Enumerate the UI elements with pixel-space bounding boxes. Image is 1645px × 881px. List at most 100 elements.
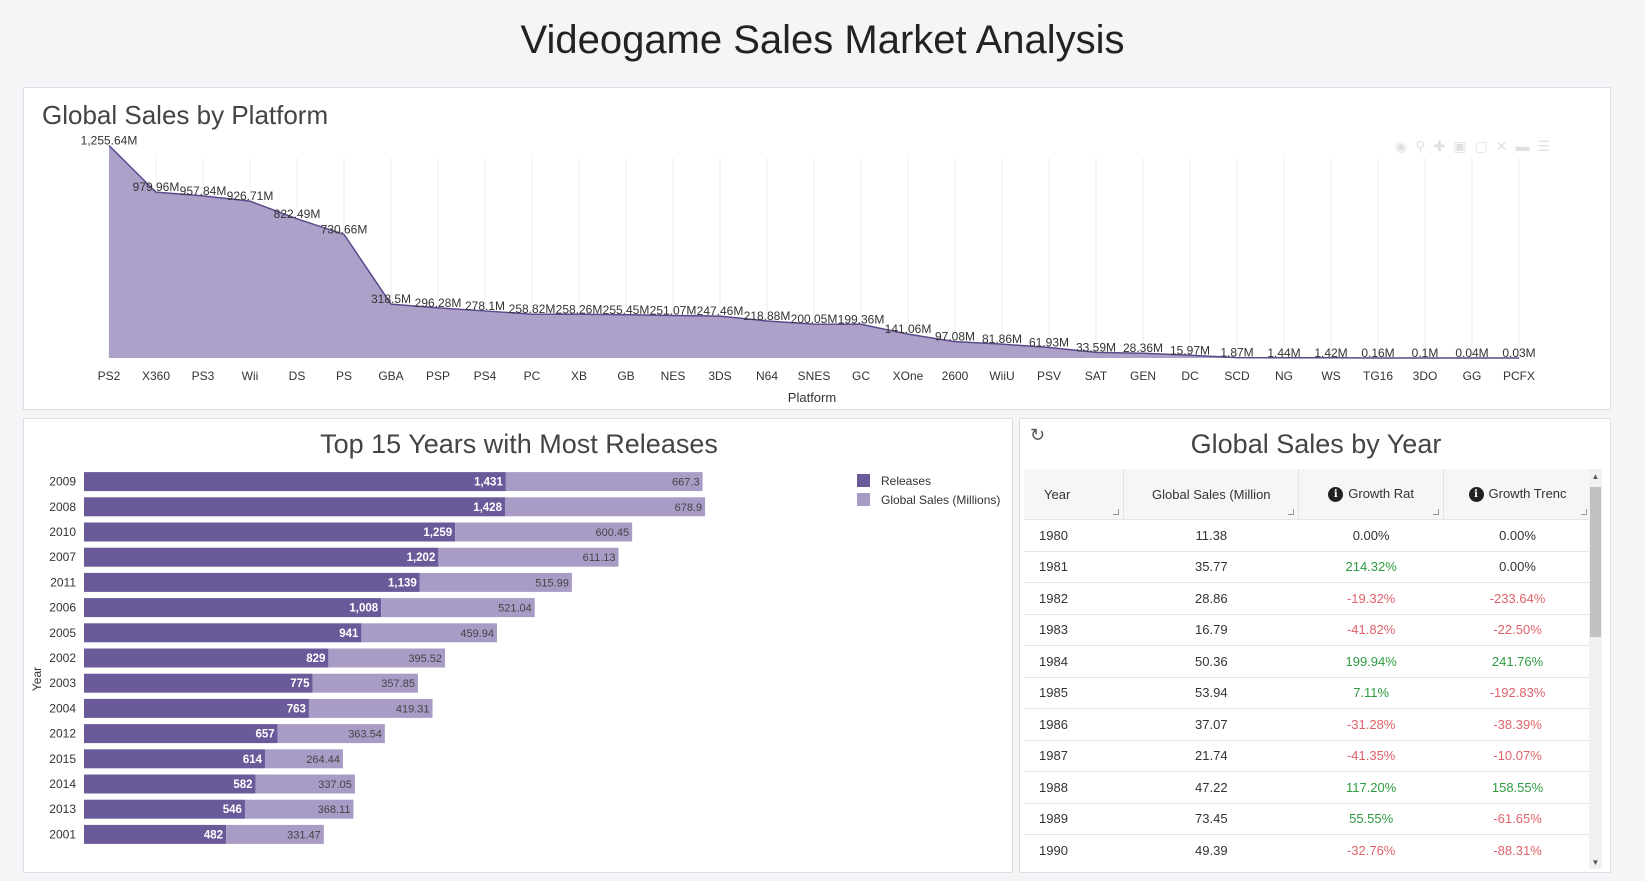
bar-label-releases: 1,008 bbox=[349, 603, 378, 615]
column-header-global-sales[interactable]: Global Sales (Million bbox=[1123, 469, 1300, 520]
camera-icon[interactable]: ◉ bbox=[1395, 138, 1408, 154]
resize-handle[interactable] bbox=[1113, 509, 1120, 515]
table-scrollbar[interactable]: ▲ ▼ bbox=[1589, 469, 1602, 869]
bar-label-global-sales: 419.31 bbox=[396, 703, 430, 715]
cell-global-sales: 53.94 bbox=[1123, 676, 1299, 709]
series-line bbox=[108, 144, 1520, 359]
bar-global-sales bbox=[419, 572, 572, 592]
data-label: 15.97M bbox=[1170, 343, 1210, 357]
data-label: 0.04M bbox=[1455, 346, 1488, 360]
data-label: 81.86M bbox=[982, 332, 1022, 346]
bar-releases bbox=[84, 673, 313, 693]
cell-global-sales: 21.74 bbox=[1123, 739, 1299, 772]
cell-growth-rate: -32.76% bbox=[1298, 834, 1444, 866]
x-tick-label: DC bbox=[1181, 369, 1199, 383]
info-icon[interactable]: i bbox=[1328, 487, 1344, 502]
x-tick-label: DS bbox=[289, 369, 306, 383]
cell-growth-trend: 241.76% bbox=[1443, 645, 1592, 677]
x-tick-label: PCFX bbox=[1503, 369, 1535, 383]
zoom-out-icon[interactable]: ▢ bbox=[1474, 138, 1488, 154]
x-tick-label: PSV bbox=[1037, 369, 1061, 383]
cell-growth-trend: 0.00% bbox=[1443, 550, 1592, 583]
cell-global-sales: 16.79 bbox=[1123, 613, 1299, 646]
x-tick-label: GG bbox=[1463, 369, 1482, 383]
bar-label-global-sales: 357.85 bbox=[381, 678, 415, 690]
scroll-up-icon[interactable]: ▲ bbox=[1591, 472, 1600, 481]
cell-year: 1980 bbox=[1024, 519, 1124, 551]
bar-global-sales bbox=[328, 648, 445, 668]
table-row[interactable]: 1988 47.22 117.20% 158.55% bbox=[1024, 771, 1592, 803]
table-row[interactable]: 1980 11.38 0.00% 0.00% bbox=[1024, 519, 1592, 551]
data-label: 979.96M bbox=[133, 180, 180, 194]
compare-icon[interactable]: ☰ bbox=[1537, 138, 1550, 154]
table-row[interactable]: 1982 28.86 -19.32% -233.64% bbox=[1024, 582, 1592, 614]
cell-growth-rate: -41.35% bbox=[1298, 739, 1444, 772]
resize-handle[interactable] bbox=[1433, 509, 1440, 515]
bar-releases bbox=[84, 698, 309, 718]
column-header-year[interactable]: Year bbox=[1024, 469, 1125, 520]
cell-year: 1988 bbox=[1024, 771, 1124, 803]
column-header-growth-trend[interactable]: i Growth Trenc bbox=[1443, 469, 1592, 520]
sales-table-container: Year Global Sales (Million i Growth Rat i… bbox=[1024, 469, 1592, 872]
table-row[interactable]: 1985 53.94 7.11% -192.83% bbox=[1024, 676, 1592, 709]
x-tick-label: GEN bbox=[1130, 369, 1156, 383]
cell-growth-rate: 55.55% bbox=[1298, 802, 1444, 835]
data-label: 258.26M bbox=[556, 302, 603, 316]
data-label: 28.36M bbox=[1123, 341, 1163, 355]
cell-global-sales: 11.38 bbox=[1123, 519, 1299, 551]
scroll-down-icon[interactable]: ▼ bbox=[1591, 858, 1600, 867]
y-axis-title: Year bbox=[30, 667, 44, 691]
table-row[interactable]: 1990 49.39 -32.76% -88.31% bbox=[1024, 834, 1592, 866]
cell-global-sales: 28.86 bbox=[1123, 582, 1299, 614]
y-tick-label: 2008 bbox=[49, 500, 76, 514]
chart-toolbar: ◉ ⚲ ✚ ▣ ▢ ✕ ▬ ☰ bbox=[1395, 138, 1550, 155]
cell-growth-rate: -31.28% bbox=[1298, 708, 1444, 740]
bar-global-sales bbox=[265, 749, 343, 769]
data-label: 318.5M bbox=[371, 292, 411, 306]
refresh-icon[interactable]: ↻ bbox=[1030, 425, 1046, 445]
bar-label-global-sales: 515.99 bbox=[535, 577, 569, 589]
resize-handle[interactable] bbox=[1288, 509, 1295, 515]
bar-label-releases: 546 bbox=[223, 804, 242, 816]
bar-global-sales bbox=[361, 623, 497, 643]
data-label: 97.08M bbox=[935, 330, 975, 344]
scrollbar-thumb[interactable] bbox=[1590, 487, 1601, 637]
sales-table: Year Global Sales (Million i Growth Rat i… bbox=[1024, 469, 1592, 866]
table-row[interactable]: 1987 21.74 -41.35% -10.07% bbox=[1024, 739, 1592, 772]
spike-icon[interactable]: ▬ bbox=[1515, 138, 1530, 154]
bar-label-global-sales: 459.94 bbox=[460, 628, 494, 640]
column-header-growth-rate[interactable]: i Growth Rat bbox=[1298, 469, 1445, 520]
zoom-icon[interactable]: ⚲ bbox=[1415, 138, 1426, 154]
info-icon[interactable]: i bbox=[1468, 487, 1484, 502]
y-tick-label: 2005 bbox=[49, 626, 76, 640]
page-title: Videogame Sales Market Analysis bbox=[520, 18, 1125, 62]
table-row[interactable]: 1989 73.45 55.55% -61.65% bbox=[1024, 802, 1592, 835]
bar-releases bbox=[84, 598, 382, 618]
bar-global-sales bbox=[244, 799, 354, 819]
data-label: 199.36M bbox=[838, 312, 885, 326]
reset-icon[interactable]: ✕ bbox=[1495, 138, 1508, 154]
bar-label-global-sales: 521.04 bbox=[498, 603, 532, 615]
bar-label-global-sales: 678.9 bbox=[675, 502, 703, 514]
pan-icon[interactable]: ✚ bbox=[1433, 138, 1446, 154]
cell-year: 1985 bbox=[1024, 676, 1124, 709]
table-row[interactable]: 1984 50.36 199.94% 241.76% bbox=[1024, 645, 1592, 677]
cell-growth-trend: -192.83% bbox=[1443, 676, 1592, 709]
x-axis-title: Platform bbox=[788, 390, 836, 405]
years-bar-chart: 2009 1,431 667.3 2008 1,428 678.9 2010 1,259 600… bbox=[30, 472, 1000, 844]
cell-growth-rate: 7.11% bbox=[1298, 676, 1444, 709]
data-label: 61.93M bbox=[1029, 336, 1069, 350]
zoom-in-icon[interactable]: ▣ bbox=[1453, 138, 1467, 154]
table-row[interactable]: 1983 16.79 -41.82% -22.50% bbox=[1024, 613, 1592, 646]
legend-swatch-global-sales bbox=[857, 493, 870, 506]
table-row[interactable]: 1986 37.07 -31.28% -38.39% bbox=[1024, 708, 1592, 740]
bar-releases bbox=[84, 497, 505, 517]
resize-handle[interactable] bbox=[1581, 509, 1587, 515]
cell-global-sales: 47.22 bbox=[1123, 771, 1299, 803]
x-tick-label: NES bbox=[661, 369, 686, 383]
table-row[interactable]: 1981 35.77 214.32% 0.00% bbox=[1024, 550, 1592, 583]
x-tick-label: 3DO bbox=[1413, 369, 1438, 383]
x-tick-label: PS2 bbox=[98, 369, 121, 383]
bar-global-sales bbox=[277, 724, 385, 744]
data-label: 296.28M bbox=[415, 296, 462, 310]
